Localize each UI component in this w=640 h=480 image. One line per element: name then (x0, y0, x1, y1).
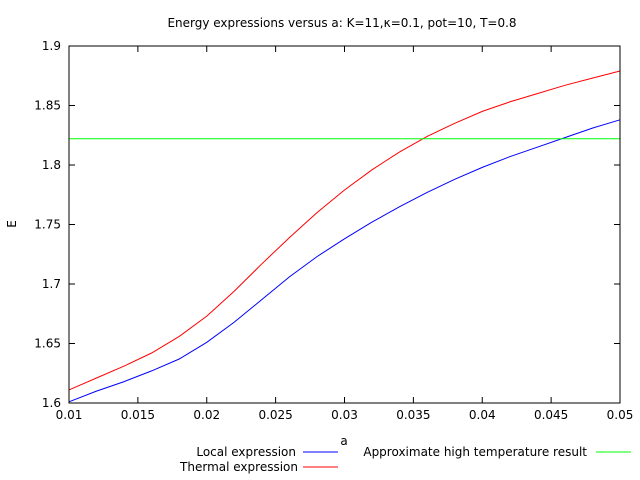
axis-ticks: 0.01 0.015 0.02 0.025 0.03 0.035 0.04 0.045 0.05… (34, 39, 633, 422)
x-tick-label: 0.05 (607, 408, 634, 422)
x-axis-label: a (340, 434, 347, 448)
chart-title: Energy expressions versus a: K=11,κ=0.1,… (167, 16, 516, 30)
x-tick-label: 0.04 (469, 408, 496, 422)
y-axis-label: E (5, 220, 19, 228)
legend-label: Approximate high temperature result (363, 445, 587, 459)
plot-frame (68, 45, 621, 404)
x-tick-label: 0.045 (534, 408, 568, 422)
y-tick-label: 1.75 (34, 218, 61, 232)
series-line-0 (68, 119, 621, 403)
legend-label: Local expression (196, 445, 296, 459)
x-tick-label: 0.015 (121, 408, 155, 422)
y-tick-label: 1.85 (34, 99, 61, 113)
x-tick-label: 0.02 (193, 408, 220, 422)
y-tick-label: 1.6 (42, 396, 61, 410)
series-lines (68, 70, 621, 403)
y-tick-label: 1.7 (42, 277, 61, 291)
y-tick-label: 1.9 (42, 39, 61, 53)
series-line-1 (68, 70, 621, 391)
x-tick-label: 0.035 (396, 408, 430, 422)
x-tick-label: 0.03 (331, 408, 358, 422)
x-tick-label: 0.01 (56, 408, 83, 422)
y-tick-label: 1.65 (34, 337, 61, 351)
x-tick-label: 0.025 (258, 408, 292, 422)
y-tick-label: 1.8 (42, 158, 61, 172)
legend-label: Thermal expression (179, 460, 298, 474)
